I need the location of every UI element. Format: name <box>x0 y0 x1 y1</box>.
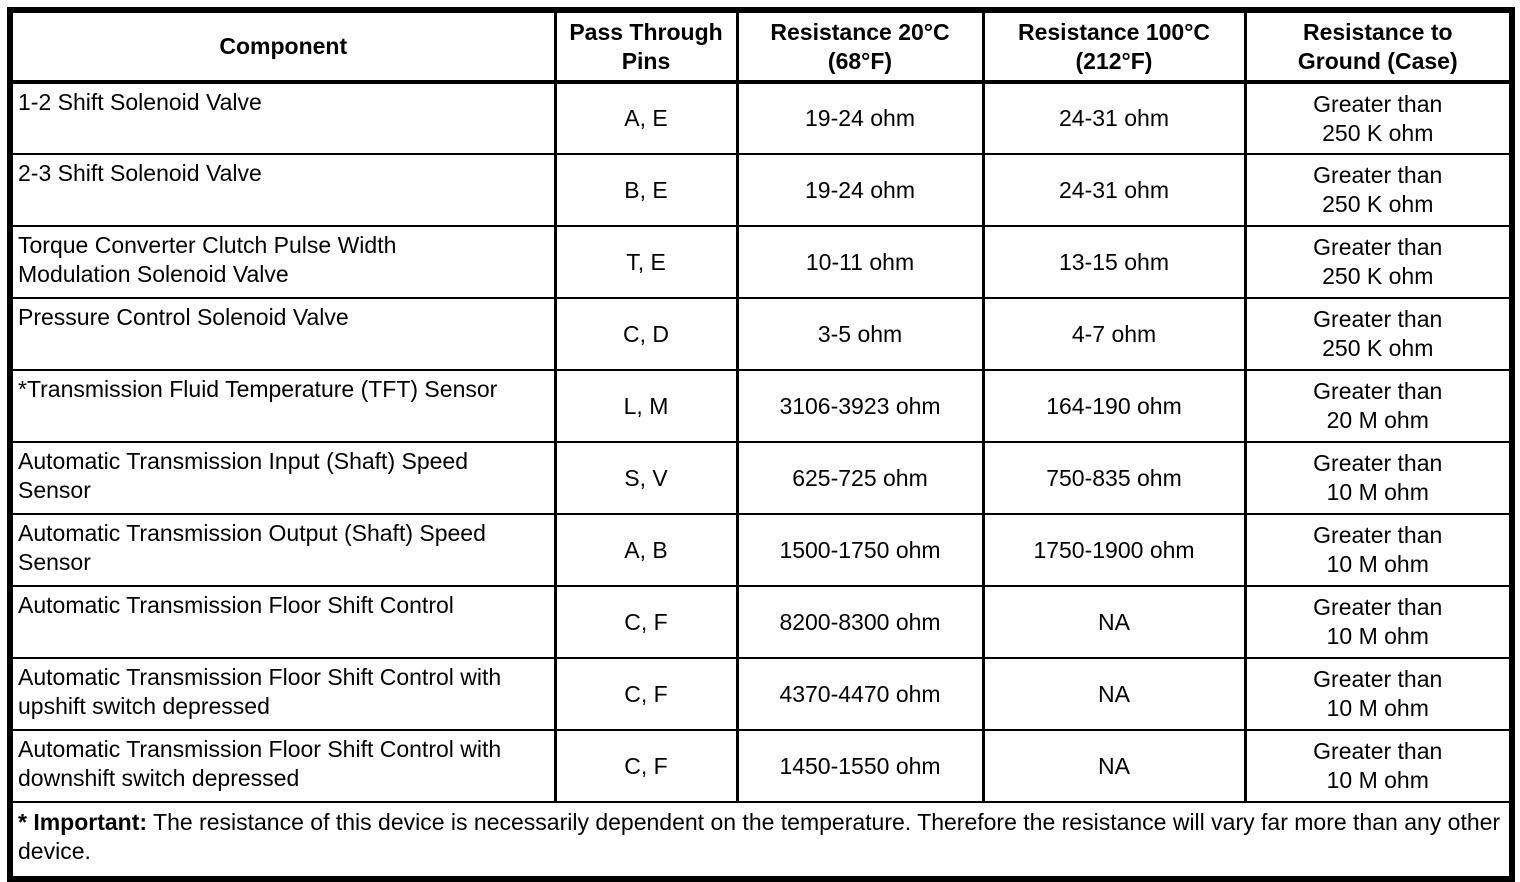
cell-resistance-20c: 1500-1750 ohm <box>735 513 985 587</box>
table-row: Automatic Transmission Input (Shaft) Spe… <box>8 441 1514 515</box>
cell-resistance-100c: 1750-1900 ohm <box>981 513 1247 587</box>
cell-resistance-100c: NA <box>981 585 1247 659</box>
column-header-resistance-100c: Resistance 100°C (212°F) <box>981 9 1247 84</box>
table-row: 1-2 Shift Solenoid Valve A, E 19-24 ohm … <box>8 81 1514 155</box>
table-row: Torque Converter Clutch Pulse Width Modu… <box>8 225 1514 299</box>
cell-component: Automatic Transmission Floor Shift Contr… <box>8 585 557 659</box>
cell-component: Automatic Transmission Floor Shift Contr… <box>8 729 557 803</box>
cell-resistance-100c: 750-835 ohm <box>981 441 1247 515</box>
cell-resistance-20c: 19-24 ohm <box>735 153 985 227</box>
cell-resistance-20c: 625-725 ohm <box>735 441 985 515</box>
cell-pins: C, F <box>553 657 739 731</box>
cell-resistance-ground: Greater than 10 M ohm <box>1243 585 1514 659</box>
cell-pins: A, E <box>553 81 739 155</box>
cell-resistance-ground: Greater than 250 K ohm <box>1243 153 1514 227</box>
cell-resistance-20c: 8200-8300 ohm <box>735 585 985 659</box>
footnote-text: The resistance of this device is necessa… <box>18 809 1501 864</box>
cell-component: Pressure Control Solenoid Valve <box>8 297 557 371</box>
cell-resistance-20c: 1450-1550 ohm <box>735 729 985 803</box>
cell-resistance-20c: 3-5 ohm <box>735 297 985 371</box>
cell-pins: A, B <box>553 513 739 587</box>
table-row: Automatic Transmission Floor Shift Contr… <box>8 729 1514 803</box>
cell-component: Automatic Transmission Input (Shaft) Spe… <box>8 441 557 515</box>
cell-component: Automatic Transmission Floor Shift Contr… <box>8 657 557 731</box>
cell-resistance-ground: Greater than 250 K ohm <box>1243 81 1514 155</box>
cell-pins: C, F <box>553 585 739 659</box>
cell-resistance-ground: Greater than 10 M ohm <box>1243 657 1514 731</box>
column-header-pass-through-pins: Pass Through Pins <box>553 9 739 84</box>
cell-resistance-100c: 24-31 ohm <box>981 81 1247 155</box>
table-row: 2-3 Shift Solenoid Valve B, E 19-24 ohm … <box>8 153 1514 227</box>
cell-resistance-ground: Greater than 20 M ohm <box>1243 369 1514 443</box>
cell-resistance-100c: NA <box>981 729 1247 803</box>
cell-pins: B, E <box>553 153 739 227</box>
cell-component: Torque Converter Clutch Pulse Width Modu… <box>8 225 557 299</box>
cell-resistance-ground: Greater than 250 K ohm <box>1243 225 1514 299</box>
cell-pins: C, D <box>553 297 739 371</box>
cell-resistance-100c: NA <box>981 657 1247 731</box>
footnote-row: * Important: The resistance of this devi… <box>8 801 1514 880</box>
cell-resistance-100c: 164-190 ohm <box>981 369 1247 443</box>
column-header-resistance-to-ground: Resistance to Ground (Case) <box>1243 9 1514 84</box>
cell-pins: T, E <box>553 225 739 299</box>
table-row: Automatic Transmission Output (Shaft) Sp… <box>8 513 1514 587</box>
column-header-component: Component <box>8 9 557 84</box>
cell-resistance-ground: Greater than 250 K ohm <box>1243 297 1514 371</box>
cell-resistance-20c: 10-11 ohm <box>735 225 985 299</box>
cell-resistance-100c: 13-15 ohm <box>981 225 1247 299</box>
table-row: *Transmission Fluid Temperature (TFT) Se… <box>8 369 1514 443</box>
cell-pins: L, M <box>553 369 739 443</box>
cell-component: 2-3 Shift Solenoid Valve <box>8 153 557 227</box>
footnote-important-label: * Important: <box>18 809 148 835</box>
cell-resistance-ground: Greater than 10 M ohm <box>1243 513 1514 587</box>
cell-resistance-20c: 19-24 ohm <box>735 81 985 155</box>
cell-resistance-100c: 24-31 ohm <box>981 153 1247 227</box>
column-header-resistance-20c: Resistance 20°C (68°F) <box>735 9 985 84</box>
cell-pins: C, F <box>553 729 739 803</box>
cell-component: *Transmission Fluid Temperature (TFT) Se… <box>8 369 557 443</box>
footnote-cell: * Important: The resistance of this devi… <box>8 801 1514 880</box>
cell-resistance-ground: Greater than 10 M ohm <box>1243 441 1514 515</box>
cell-component: Automatic Transmission Output (Shaft) Sp… <box>8 513 557 587</box>
cell-pins: S, V <box>553 441 739 515</box>
table-header-row: Component Pass Through Pins Resistance 2… <box>8 9 1514 84</box>
cell-resistance-20c: 4370-4470 ohm <box>735 657 985 731</box>
cell-resistance-ground: Greater than 10 M ohm <box>1243 729 1514 803</box>
table-row: Automatic Transmission Floor Shift Contr… <box>8 657 1514 731</box>
cell-component: 1-2 Shift Solenoid Valve <box>8 81 557 155</box>
cell-resistance-100c: 4-7 ohm <box>981 297 1247 371</box>
resistance-spec-table: Component Pass Through Pins Resistance 2… <box>7 7 1515 882</box>
table-row: Automatic Transmission Floor Shift Contr… <box>8 585 1514 659</box>
table-row: Pressure Control Solenoid Valve C, D 3-5… <box>8 297 1514 371</box>
cell-resistance-20c: 3106-3923 ohm <box>735 369 985 443</box>
